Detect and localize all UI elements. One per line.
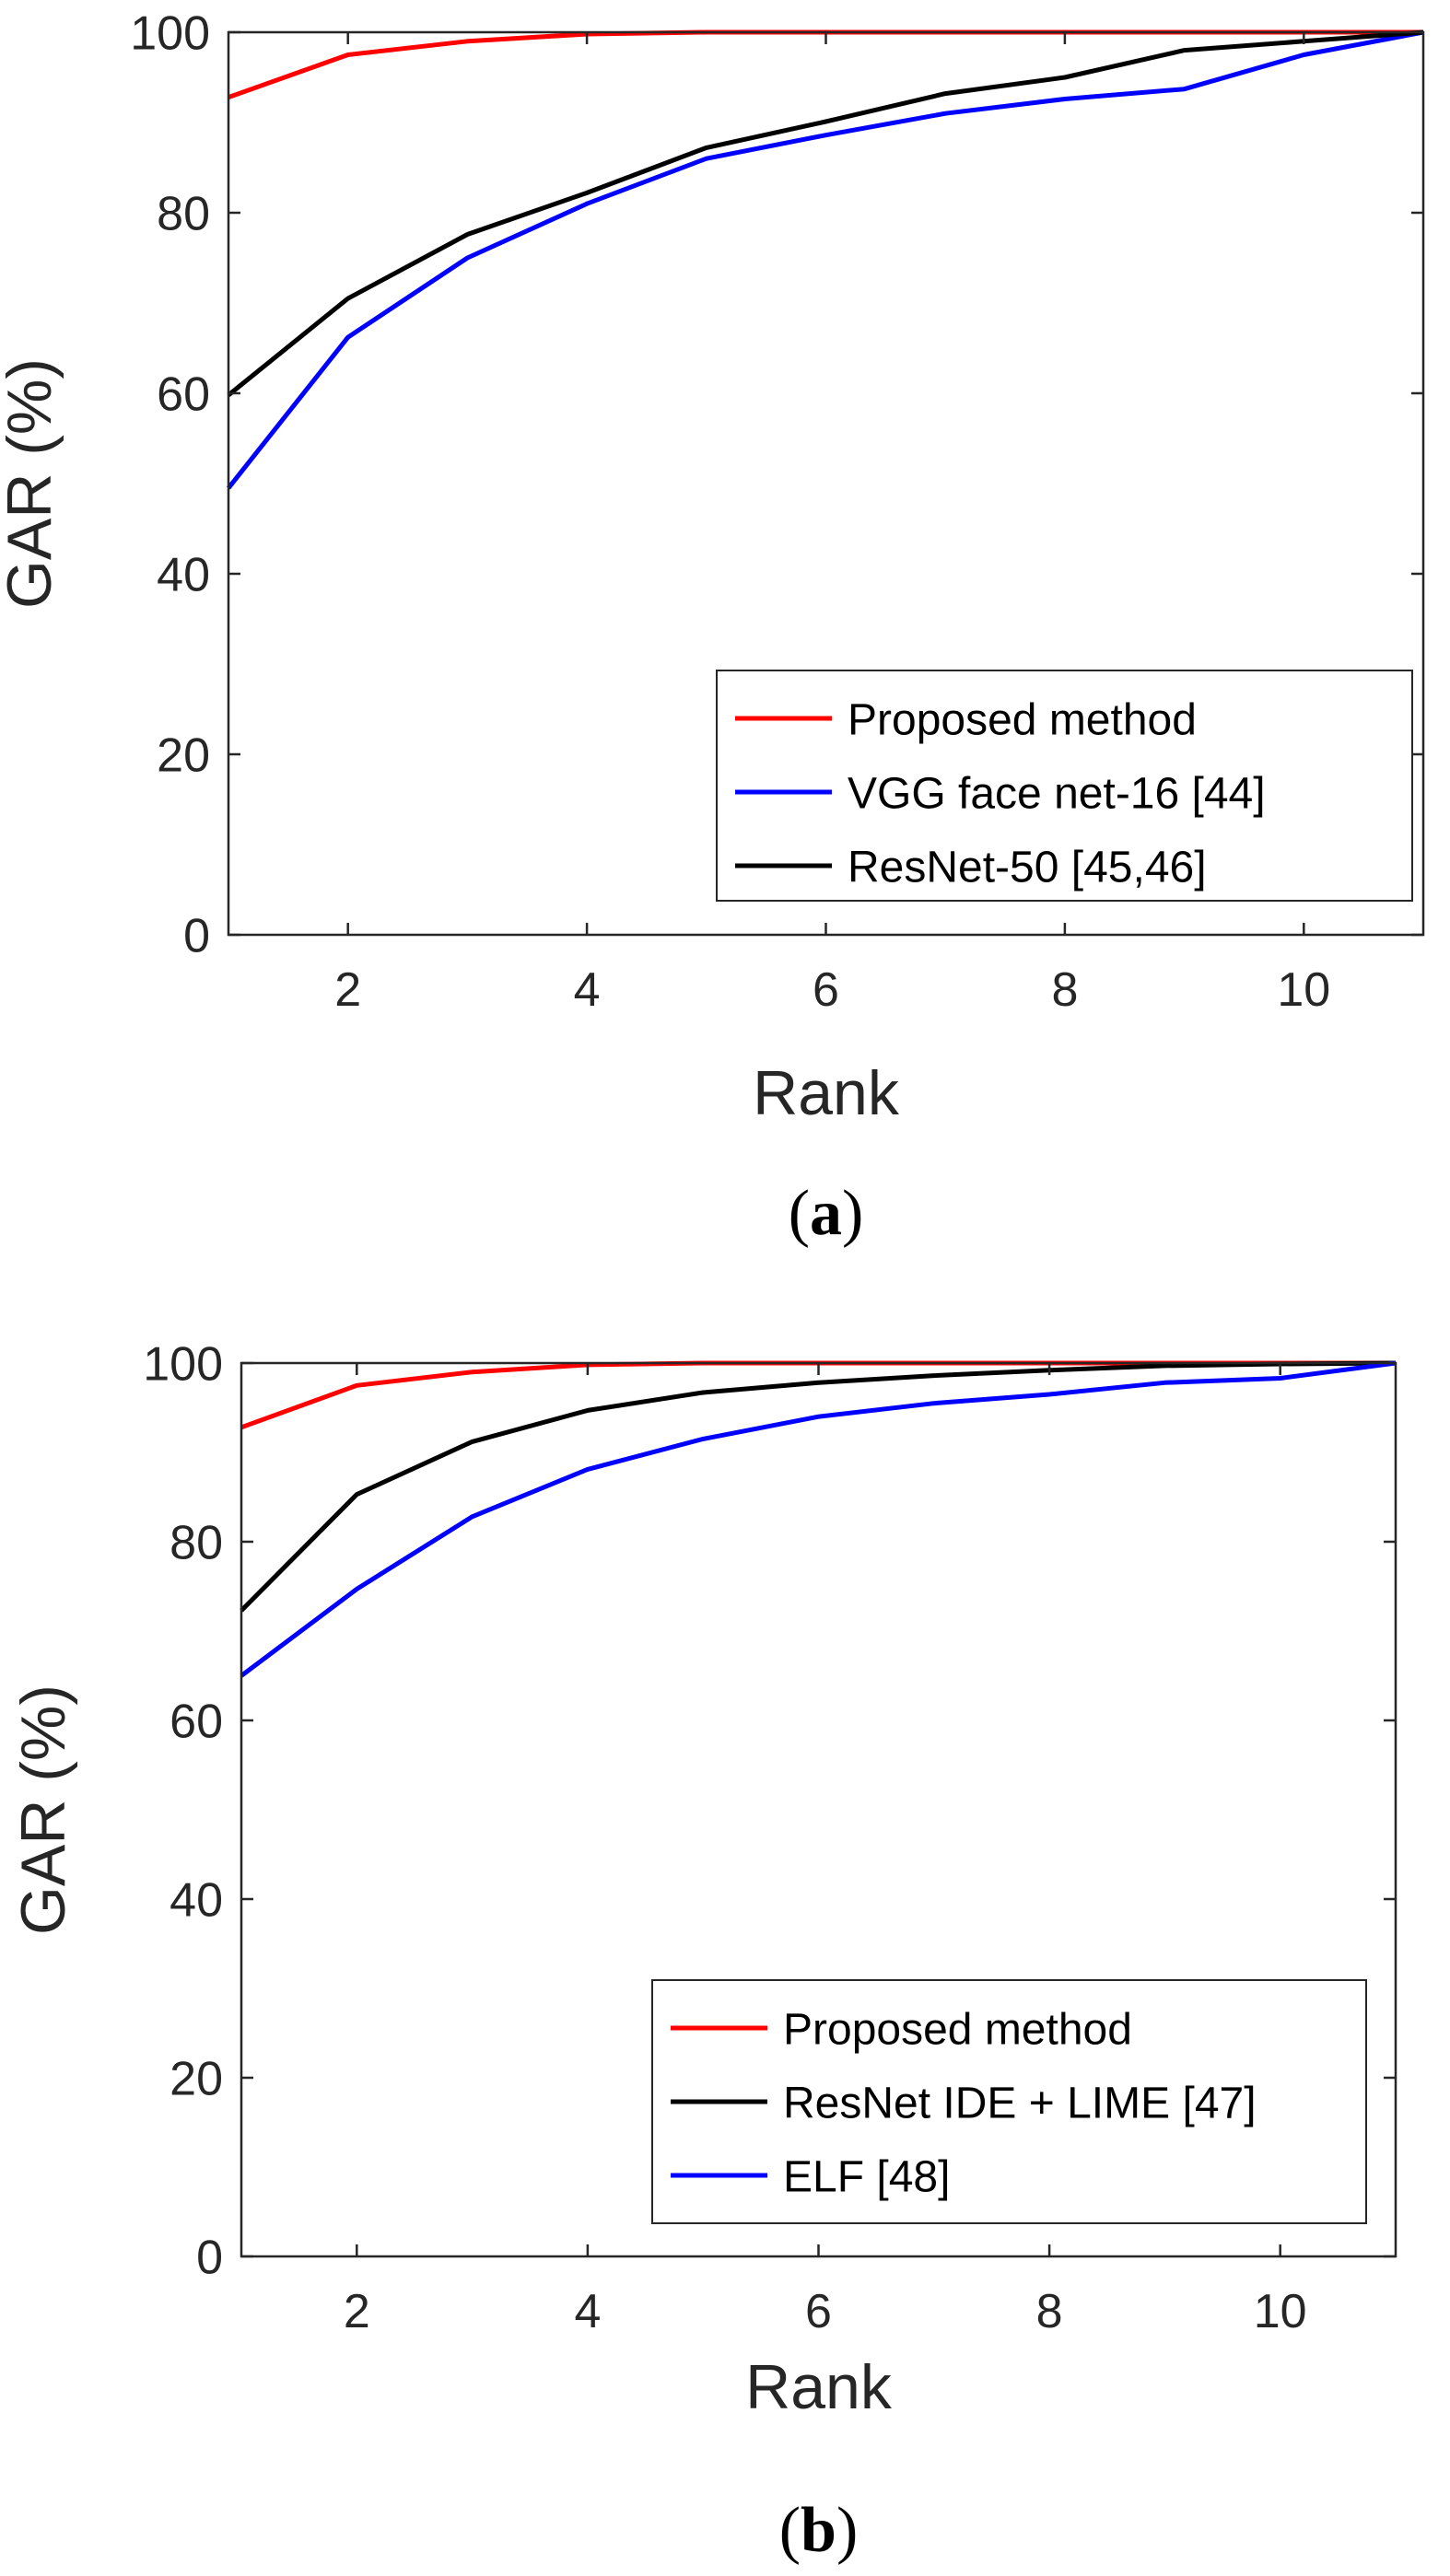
x-tick-label: 8	[1036, 2285, 1063, 2338]
x-tick-label: 10	[1277, 963, 1330, 1017]
y-tick-label: 60	[170, 1696, 223, 1749]
x-axis-label: Rank	[753, 1058, 900, 1128]
y-tick-label: 40	[170, 1874, 223, 1928]
y-axis-label: GAR (%)	[0, 358, 64, 609]
series-line-2	[240, 1360, 1397, 1613]
x-tick-label: 2	[344, 2285, 370, 2338]
y-tick-label: 20	[157, 729, 210, 783]
legend-label-2: ResNet IDE + LIME [47]	[783, 2079, 1257, 2127]
x-tick-label: 6	[813, 963, 839, 1017]
x-tick-label: 6	[805, 2285, 832, 2338]
legend-label-2: VGG face net-16 [44]	[848, 769, 1266, 818]
panel-caption: (b)	[779, 2495, 859, 2566]
legend-label-1: Proposed method	[848, 695, 1197, 744]
y-tick-label: 80	[157, 188, 210, 241]
series-line-3	[227, 29, 1424, 397]
y-axis-label: GAR (%)	[8, 1684, 78, 1935]
caption-letter: b	[801, 2495, 836, 2566]
y-tick-label: 40	[157, 549, 210, 602]
x-tick-label: 4	[574, 963, 601, 1017]
legend: Proposed method VGG face net-16 [44] ResNe…	[716, 670, 1413, 902]
series-line-3	[240, 1360, 1397, 1678]
legend-label-1: Proposed method	[783, 2005, 1132, 2054]
caption-close-paren: )	[836, 2495, 858, 2566]
caption-open-paren: (	[789, 1178, 810, 1249]
x-tick-label: 10	[1254, 2285, 1307, 2338]
y-tick-label: 100	[143, 1338, 223, 1392]
legend-label-3: ResNet-50 [45,46]	[848, 843, 1207, 892]
panel-caption: (a)	[789, 1178, 864, 1249]
legend: Proposed method ResNet IDE + LIME [47] ELF…	[651, 1979, 1367, 2224]
chart-panel-a: 0 20 40 60 80 100 2 4 6 8 10 Rank GAR (%) Proposed me…	[0, 7, 1425, 1249]
chart-panel-b: 0 20 40 60 80 100 2 4 6 8 10 Rank GAR (%) Proposed me…	[8, 1338, 1397, 2566]
caption-letter: a	[810, 1178, 842, 1249]
y-tick-label: 80	[170, 1517, 223, 1570]
x-axis-label: Rank	[745, 2352, 893, 2422]
caption-open-paren: (	[779, 2495, 801, 2566]
y-tick-label: 0	[196, 2232, 223, 2285]
caption-close-paren: )	[842, 1178, 863, 1249]
legend-label-3: ELF [48]	[783, 2152, 950, 2201]
legend-box	[716, 670, 1413, 902]
legend-box	[651, 1979, 1367, 2224]
y-tick-label: 60	[157, 368, 210, 422]
y-tick-label: 0	[183, 910, 210, 963]
x-tick-label: 2	[334, 963, 361, 1017]
y-tick-label: 20	[170, 2053, 223, 2106]
x-tick-label: 8	[1051, 963, 1078, 1017]
x-tick-label: 4	[574, 2285, 601, 2338]
series-line-2	[227, 29, 1424, 490]
y-tick-label: 100	[130, 7, 210, 61]
